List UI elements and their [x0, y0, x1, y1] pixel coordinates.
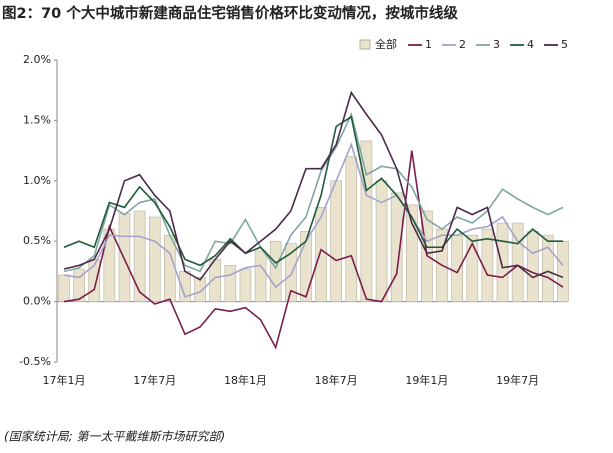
line: [63, 90, 564, 281]
y-tick-label: 0.0%: [23, 295, 51, 308]
bar: [133, 210, 146, 302]
y-tick-label: 1.0%: [23, 174, 51, 187]
x-tick-label: 19年1月: [405, 373, 448, 387]
legend-label: 2: [459, 38, 466, 51]
bar: [239, 268, 252, 302]
bar: [315, 207, 327, 302]
bar: [330, 180, 342, 302]
y-tick-label: 2.0%: [23, 53, 51, 66]
bar: [466, 234, 479, 302]
line: [63, 150, 564, 350]
legend-label: 5: [561, 38, 568, 51]
bar: [194, 277, 206, 302]
bar: [451, 234, 463, 302]
bar: [390, 192, 403, 302]
line: [63, 111, 564, 273]
bar: [345, 156, 358, 302]
bar: [58, 274, 70, 302]
bar: [73, 268, 85, 302]
x-tick-label: 18年7月: [315, 373, 358, 387]
x-tick-label: 18年1月: [224, 373, 267, 387]
legend-label: 全部: [375, 37, 397, 51]
legend-label: 1: [425, 38, 432, 51]
bar: [148, 216, 161, 302]
line: [63, 115, 563, 267]
x-tick-label: 19年7月: [496, 373, 539, 387]
bar: [511, 222, 524, 302]
x-tick-label: 17年7月: [133, 373, 176, 387]
y-tick-label: 0.5%: [23, 234, 51, 247]
bar: [285, 243, 297, 302]
legend-label: 3: [493, 38, 500, 51]
bar: [557, 240, 569, 302]
bar: [405, 204, 418, 302]
legend-swatch: [359, 39, 371, 50]
bar: [542, 234, 554, 302]
bar: [360, 140, 373, 302]
source-note: (国家统计局; 第一太平戴维斯市场研究部): [4, 430, 225, 444]
bar: [254, 250, 267, 302]
legend-label: 4: [527, 38, 534, 51]
line: [63, 142, 564, 298]
bar: [375, 180, 388, 302]
bar: [526, 231, 539, 302]
y-tick-label: -0.5%: [19, 355, 51, 368]
bar: [269, 240, 282, 302]
bar: [496, 222, 509, 302]
bar: [224, 265, 237, 302]
chart-title: 图2：70 个大中城市新建商品住宅销售价格环比变动情况，按城市线级: [2, 4, 458, 22]
y-tick-label: 1.5%: [23, 113, 51, 126]
bar: [164, 234, 176, 302]
x-tick-label: 17年1月: [43, 373, 86, 387]
bar: [300, 231, 312, 302]
